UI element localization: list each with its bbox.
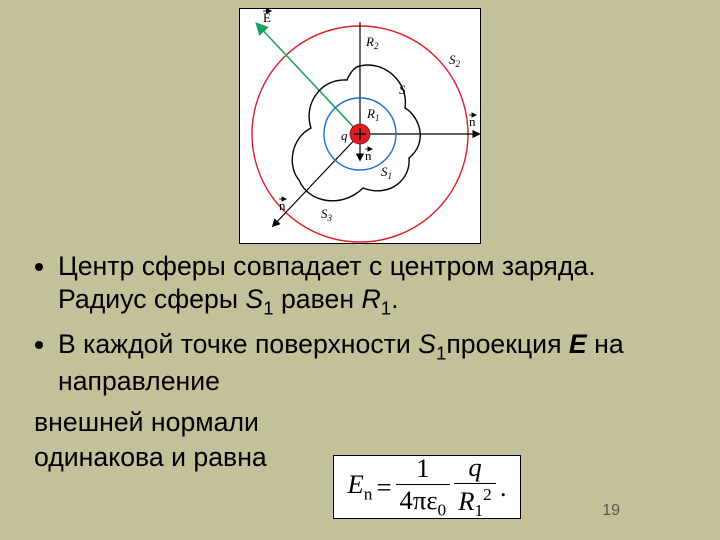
slide: E R2 S2 S R1 q n S1 n n S3 xyxy=(0,0,720,540)
formula-eq: = xyxy=(376,472,391,503)
formula-q: q xyxy=(464,454,485,483)
formula-R2sup: 2 xyxy=(483,485,492,504)
bullet2-S: S xyxy=(418,329,436,359)
bullet2-sub: 1 xyxy=(436,342,446,363)
line-3: внешней нормали xyxy=(34,406,690,439)
svg-text:n: n xyxy=(279,198,286,213)
bullet1-R: R xyxy=(361,284,380,314)
bullet2-text-b: проекция xyxy=(446,329,569,359)
formula-n: n xyxy=(364,485,373,504)
bullet-2: В каждой точке поверхности S1проекция Е … xyxy=(58,328,690,398)
bullet2-text-a: В каждой точке поверхности xyxy=(58,329,418,359)
bullet1-text-c: . xyxy=(391,284,398,314)
formula-dot: . xyxy=(500,472,507,503)
formula-one: 1 xyxy=(412,455,433,484)
bullet1-sub2: 1 xyxy=(381,298,391,319)
bullet-1: Центр сферы совпадает с центром заряда. … xyxy=(58,250,690,320)
formula-eps0: 0 xyxy=(438,500,447,519)
formula-frac1: 1 4πε0 xyxy=(396,455,451,518)
formula-E: E xyxy=(348,469,364,499)
bullet2-E: Е xyxy=(569,329,587,359)
svg-text:n: n xyxy=(365,148,372,163)
formula-R: R xyxy=(458,486,474,516)
bullet1-S: S xyxy=(245,284,263,314)
slide-text: Центр сферы совпадает с центром заряда. … xyxy=(0,250,720,475)
formula-frac2: q R12 xyxy=(454,454,496,519)
formula-eps: ε xyxy=(426,485,437,515)
bullet1-sub1: 1 xyxy=(263,298,273,319)
bullet1-text-b: равен xyxy=(274,284,362,314)
svg-text:q: q xyxy=(341,128,348,143)
formula-4pi: 4π xyxy=(400,485,427,515)
page-number: 19 xyxy=(602,502,620,520)
svg-text:E: E xyxy=(263,10,271,25)
svg-text:n: n xyxy=(469,114,476,129)
formula-box: En = 1 4πε0 q R12 . xyxy=(333,455,521,519)
gauss-surfaces-figure: E R2 S2 S R1 q n S1 n n S3 xyxy=(239,8,481,244)
svg-text:S: S xyxy=(399,82,406,97)
formula-R1: 1 xyxy=(474,501,483,520)
